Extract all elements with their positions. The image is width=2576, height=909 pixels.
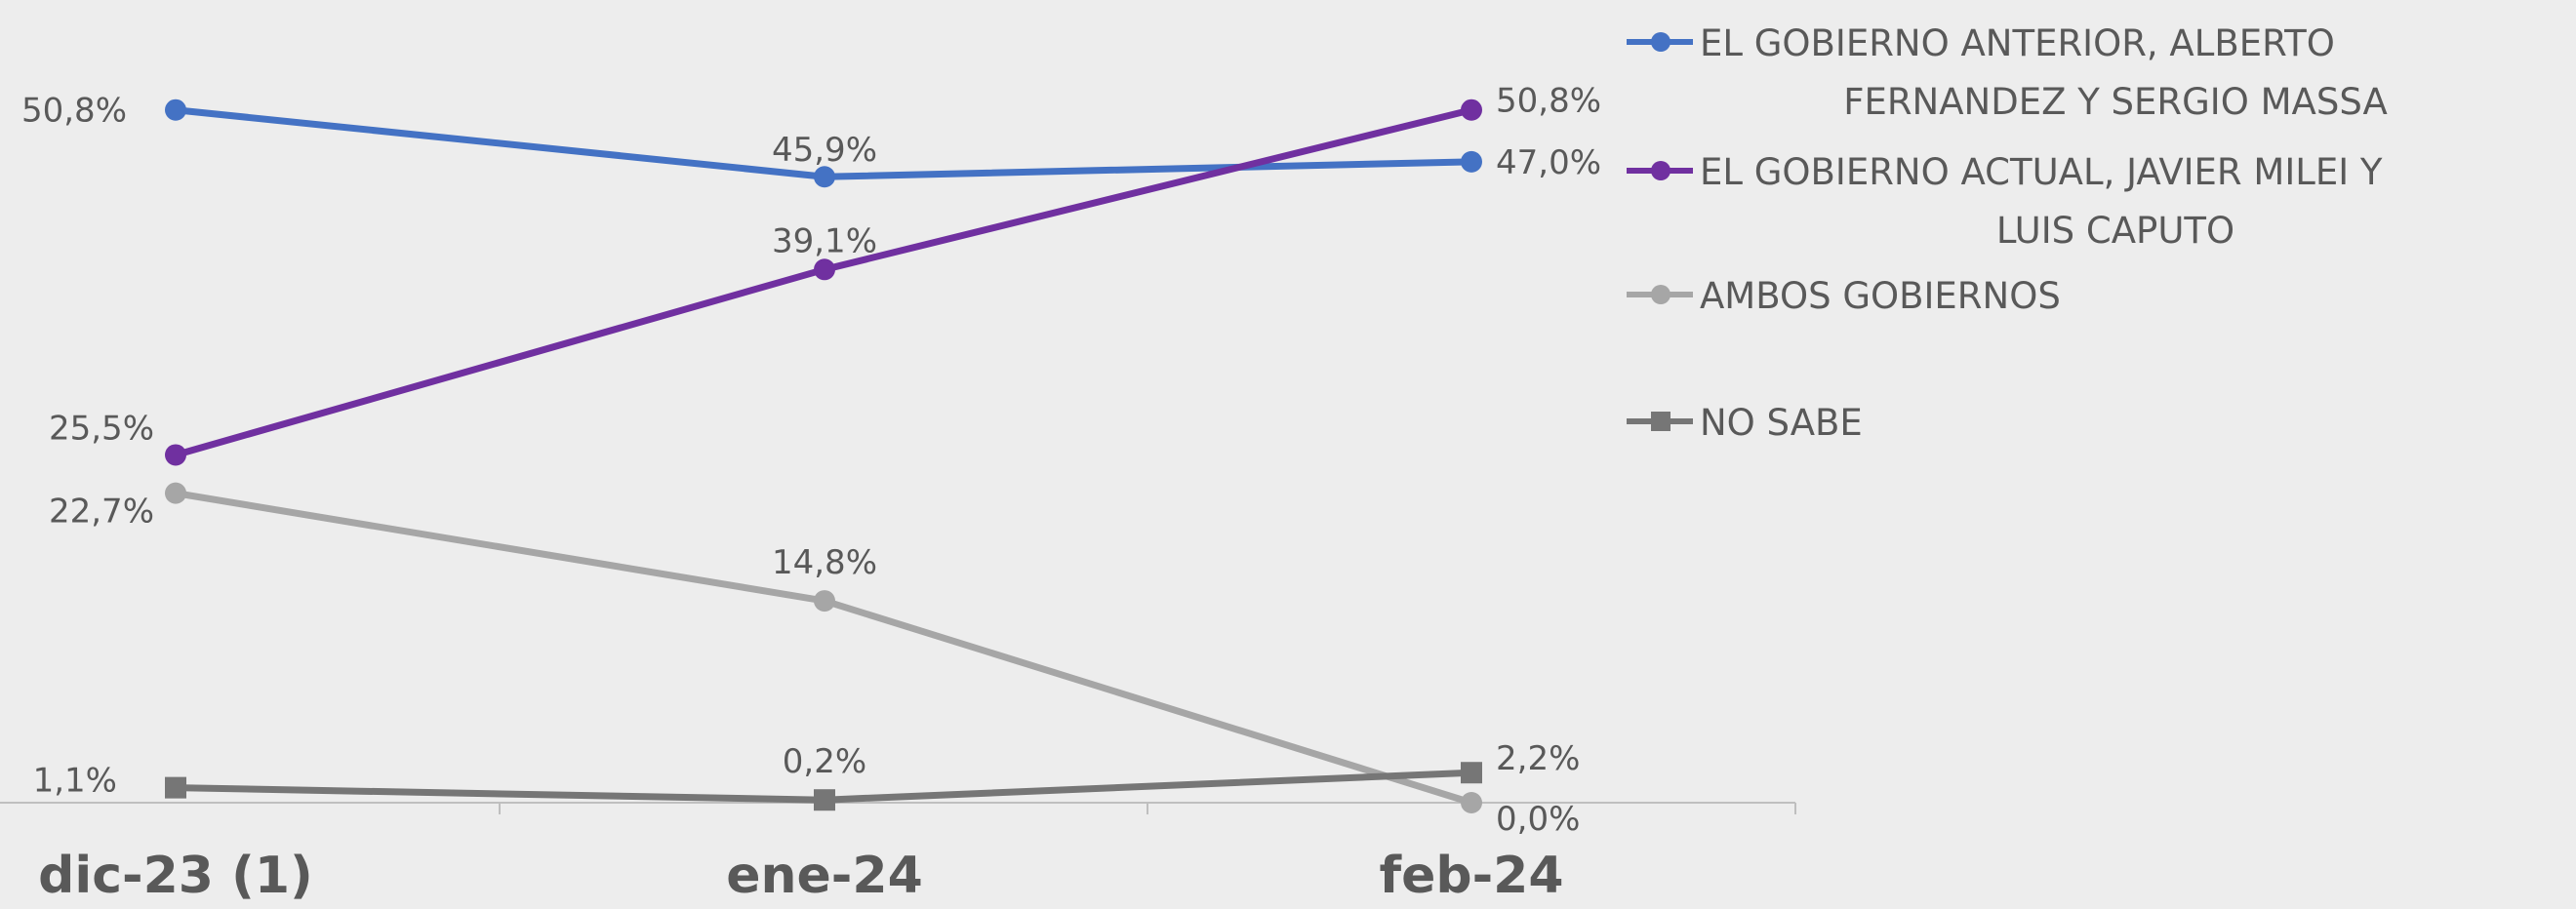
data-point — [165, 776, 186, 799]
legend-entry: EL GOBIERNO ANTERIOR, ALBERTO FERNANDEZ Y… — [1627, 22, 2388, 123]
data-point — [1461, 150, 1482, 173]
legend-marker — [1651, 32, 1670, 52]
x-axis: dic-23 (1) ene-24 feb-24 — [0, 802, 1796, 905]
legend-entry: AMBOS GOBIERNOS — [1627, 275, 2061, 317]
legend-entry: NO SABE — [1627, 402, 1863, 444]
data-label: 25,5% — [49, 409, 154, 448]
series-layer — [165, 99, 1482, 813]
legend-marker — [1651, 285, 1670, 304]
legend-marker — [1651, 161, 1670, 180]
data-point — [165, 444, 186, 466]
data-label: 39,1% — [772, 221, 877, 260]
legend-label: EL GOBIERNO ACTUAL, JAVIER MILEI Y — [1700, 151, 2383, 193]
x-tick-label: ene-24 — [726, 847, 923, 905]
data-point — [165, 99, 186, 121]
legend-entry: EL GOBIERNO ACTUAL, JAVIER MILEI Y LUIS C… — [1627, 151, 2383, 252]
data-label: 50,8% — [21, 92, 127, 131]
series-3 — [165, 482, 1482, 813]
data-label: 14,8% — [772, 543, 877, 582]
data-label: 1,1% — [33, 762, 117, 801]
data-point — [1461, 99, 1482, 121]
data-label: 50,8% — [1496, 82, 1601, 121]
data-point — [814, 590, 835, 613]
series-1 — [165, 99, 1482, 188]
legend-label: AMBOS GOBIERNOS — [1700, 275, 2061, 317]
legend: EL GOBIERNO ANTERIOR, ALBERTO FERNANDEZ Y… — [1627, 22, 2388, 444]
series-2 — [165, 99, 1482, 466]
data-label: 0,2% — [783, 742, 866, 781]
data-point — [814, 166, 835, 188]
data-point — [814, 789, 835, 811]
x-tick-label: feb-24 — [1379, 847, 1563, 905]
legend-label: FERNANDEZ Y SERGIO MASSA — [1843, 81, 2388, 123]
data-label: 45,9% — [772, 131, 877, 170]
data-point — [814, 258, 835, 281]
data-point — [165, 482, 186, 504]
legend-label: NO SABE — [1700, 402, 1863, 444]
legend-label: EL GOBIERNO ANTERIOR, ALBERTO — [1700, 22, 2335, 64]
data-label: 22,7% — [49, 493, 154, 532]
legend-marker — [1651, 412, 1670, 431]
series-4 — [165, 762, 1482, 811]
data-point — [1461, 792, 1482, 813]
data-label: 2,2% — [1496, 739, 1580, 778]
data-labels: 50,8% 45,9% 47,0% 25,5% 39,1% 50,8% 22,7% 14,8%… — [21, 82, 1601, 839]
data-label: 0,0% — [1496, 800, 1580, 839]
x-tick-label: dic-23 (1) — [38, 847, 313, 905]
data-point — [1461, 762, 1482, 784]
legend-label: LUIS CAPUTO — [1996, 210, 2234, 252]
data-label: 47,0% — [1496, 143, 1601, 182]
